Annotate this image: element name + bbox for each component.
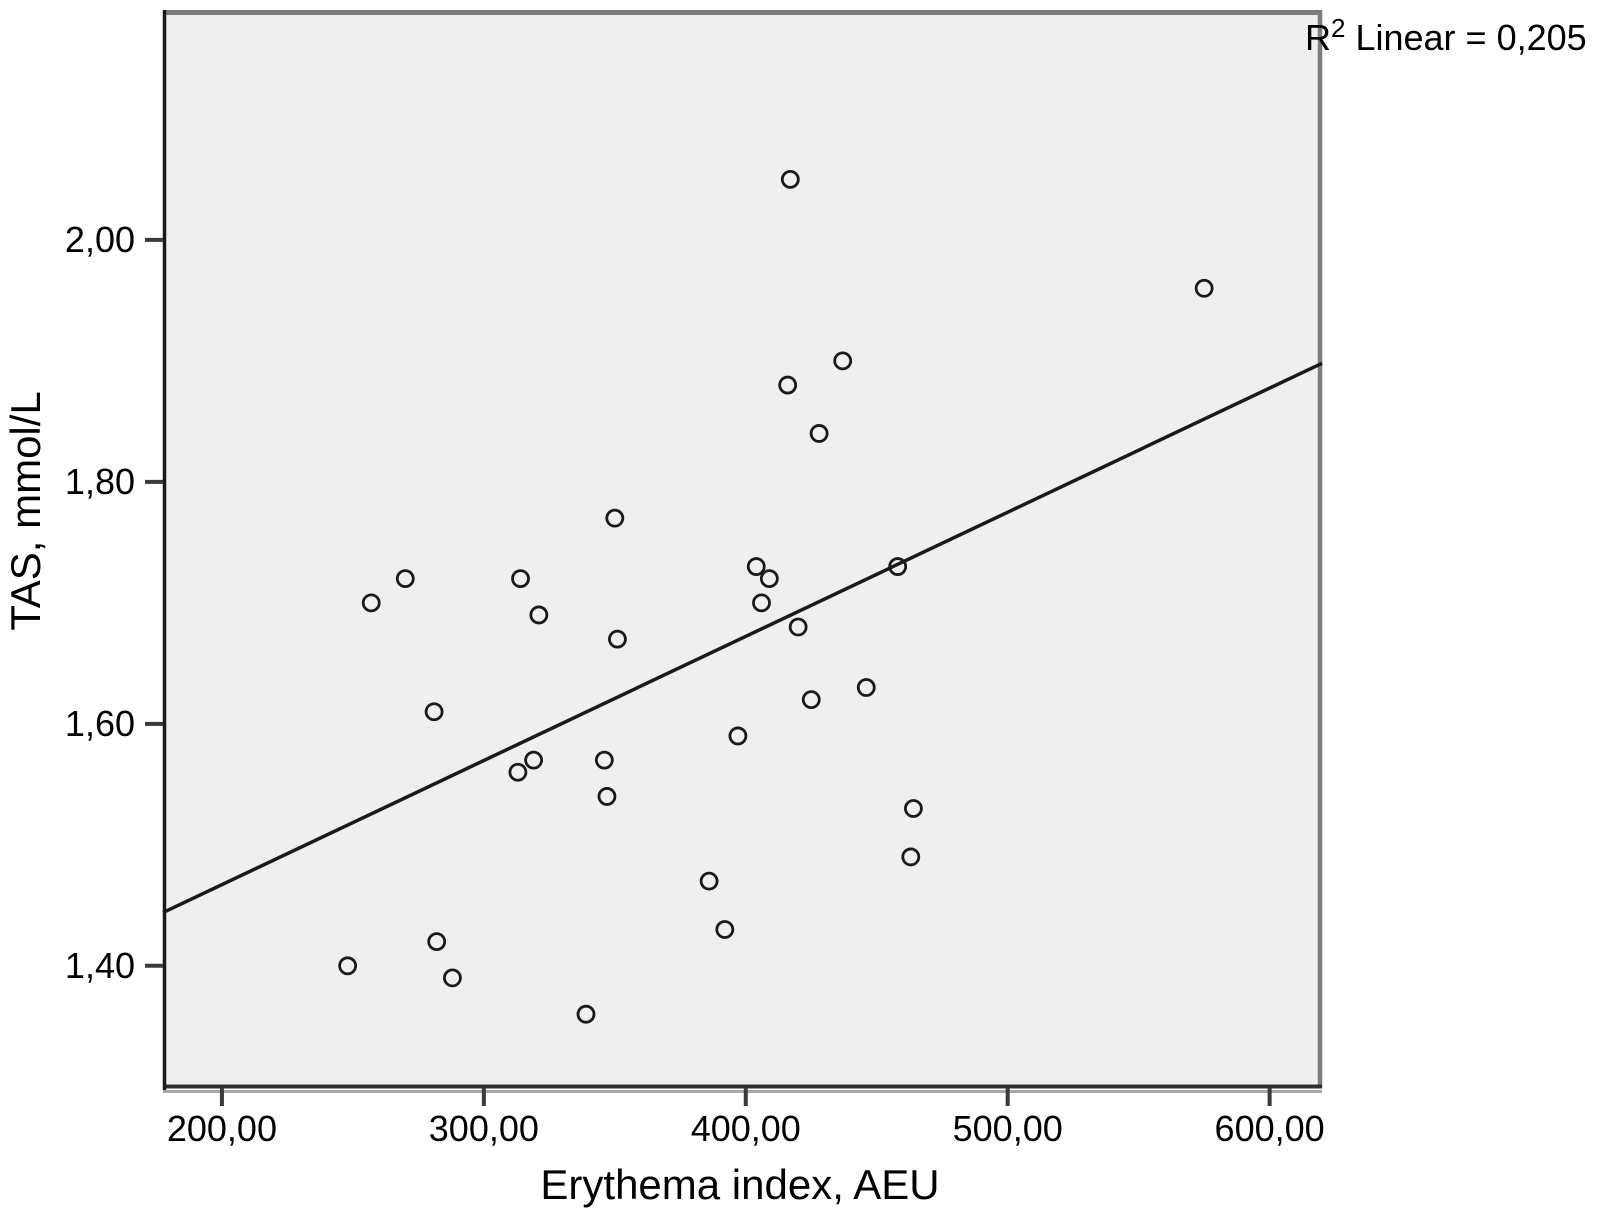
y-tick-label: 1,40 <box>64 944 135 986</box>
data-point <box>728 726 748 746</box>
data-point <box>1194 278 1214 298</box>
data-point <box>524 750 544 770</box>
r2-value-text: Linear = 0,205 <box>1345 17 1587 58</box>
data-point <box>511 569 530 589</box>
data-point <box>508 762 528 782</box>
data-point <box>809 424 829 443</box>
x-axis-title: Erythema index, AEU <box>540 1161 940 1208</box>
y-tick-label: 1,80 <box>64 460 135 502</box>
x-tick-label: 300,00 <box>428 1108 539 1149</box>
data-point <box>443 968 462 988</box>
data-point <box>752 593 771 613</box>
x-tick-label: 600,00 <box>1214 1108 1325 1149</box>
data-point <box>529 605 549 625</box>
data-point <box>888 557 908 576</box>
data-point <box>801 690 821 710</box>
data-point <box>361 593 381 613</box>
data-point <box>856 678 876 697</box>
data-point <box>424 702 444 722</box>
data-point <box>699 871 719 891</box>
data-point <box>608 629 627 649</box>
data-point <box>715 920 735 939</box>
data-point <box>427 932 447 952</box>
y-axis-title: TAS, mmol/L <box>2 391 49 631</box>
r2-base-text: R <box>1305 17 1331 58</box>
data-point <box>605 508 625 528</box>
data-point <box>780 169 800 189</box>
data-point <box>594 750 614 770</box>
data-point <box>597 787 617 806</box>
data-point <box>788 617 808 637</box>
data-point <box>833 351 853 371</box>
regression-line <box>162 361 1323 915</box>
data-point <box>746 557 766 576</box>
data-point <box>395 569 415 589</box>
x-tick-label: 200,00 <box>166 1108 277 1149</box>
x-tick-label: 400,00 <box>690 1108 801 1149</box>
data-point <box>778 375 798 395</box>
data-point <box>576 1004 596 1024</box>
data-point <box>338 956 358 976</box>
x-tick-label: 500,00 <box>952 1108 1063 1149</box>
data-point <box>901 847 921 867</box>
y-tick-label: 2,00 <box>64 218 135 260</box>
plot-area-background <box>163 10 1322 1088</box>
data-point <box>904 799 923 818</box>
data-point <box>759 569 779 589</box>
r2-superscript: 2 <box>1331 13 1346 43</box>
r-squared-annotation: R2 Linear = 0,205 <box>1305 13 1587 60</box>
y-tick-label: 1,60 <box>64 702 135 744</box>
